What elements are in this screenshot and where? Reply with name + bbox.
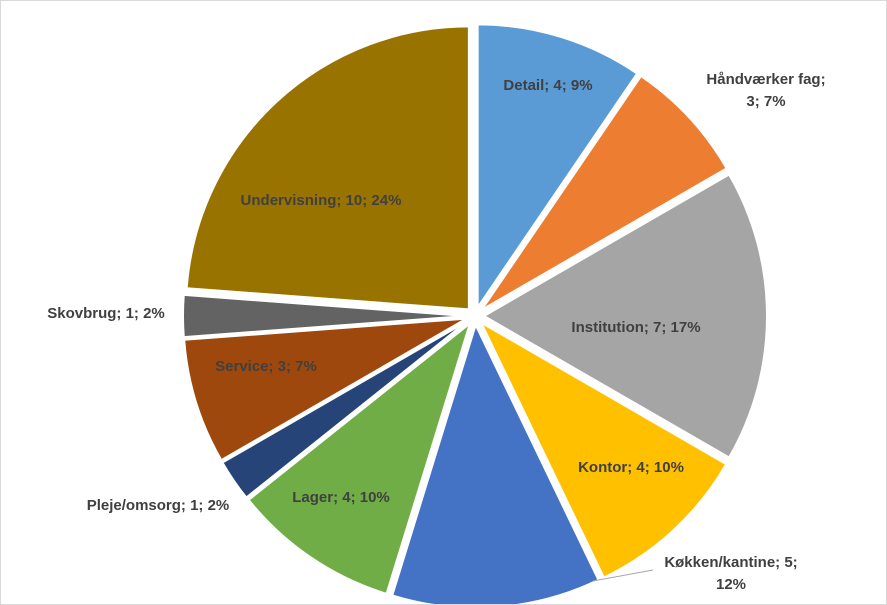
- pie-slice: [247, 320, 472, 596]
- slice-label: Kontor; 4; 10%: [578, 459, 684, 476]
- slice-label: Håndværker fag; 3; 7%: [706, 71, 826, 110]
- slice-label: Køkken/kantine; 5; 12%: [664, 554, 798, 593]
- slice-label: Lager; 4; 10%: [292, 489, 390, 506]
- pie-slice: [480, 74, 729, 311]
- slice-label: Service; 3; 7%: [215, 358, 317, 375]
- pie-slice: [482, 173, 768, 459]
- pie-slice: [181, 293, 467, 339]
- pie-slice: [185, 25, 470, 311]
- pie-slice: [476, 23, 639, 311]
- slice-label: Undervisning; 10; 24%: [240, 192, 402, 209]
- leader-line: [592, 569, 654, 582]
- slice-label: Detail; 4; 9%: [503, 77, 593, 94]
- pie-slice: [221, 320, 469, 499]
- pie-slice: [183, 317, 467, 462]
- slice-label: Pleje/omsorg; 1; 2%: [86, 497, 230, 514]
- slice-label: Institution; 7; 17%: [571, 319, 701, 336]
- slice-label: Skovbrug; 1; 2%: [47, 305, 165, 322]
- pie-slice: [478, 320, 728, 579]
- pie-slice: [391, 322, 600, 604]
